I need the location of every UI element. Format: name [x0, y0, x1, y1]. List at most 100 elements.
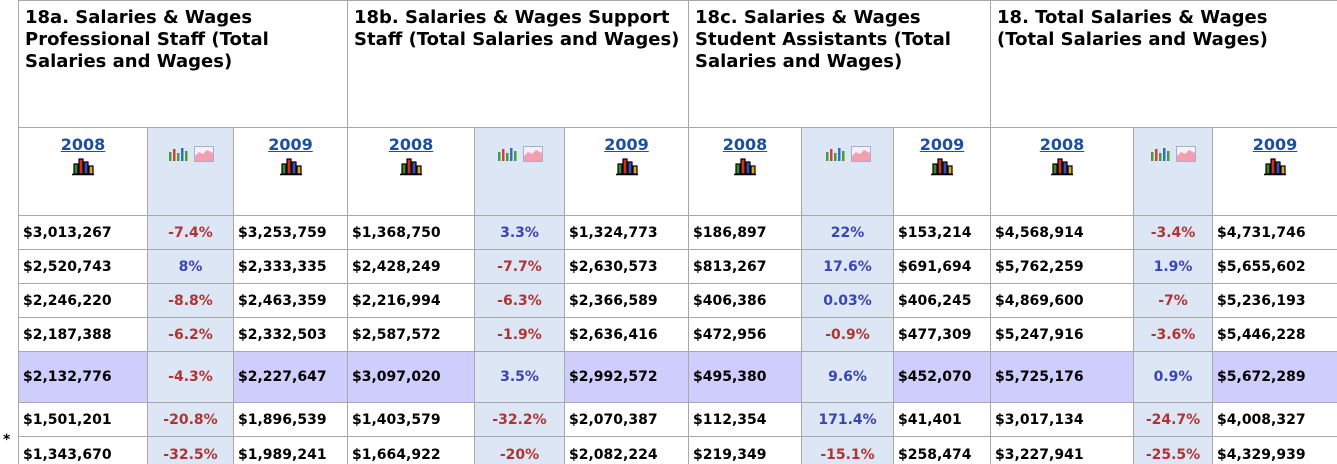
icon-bar [497, 152, 500, 161]
icon-bar [947, 165, 953, 175]
icon-bar [1163, 148, 1166, 161]
group-title: 18. Total Salaries & Wages (Total Salari… [990, 0, 1337, 128]
icon-bar [750, 165, 756, 175]
amount: $2,082,224 [563, 436, 690, 464]
amount: $3,017,134 [990, 402, 1135, 437]
year-row: 2008 2009 2008 2009 2008 2009 2008 2009 [18, 127, 1337, 216]
amount: $1,664,922 [347, 436, 475, 464]
amount: $1,896,539 [233, 402, 348, 437]
icon-bar [825, 152, 829, 161]
icon-bar [509, 148, 512, 161]
percent-change: -0.9% [801, 317, 895, 352]
amount: $1,989,241 [233, 436, 348, 464]
icon-bar [401, 163, 407, 175]
chart-type-area-icon [193, 146, 214, 162]
bar-chart-icon [72, 158, 94, 176]
icon-bar [616, 163, 623, 175]
year-link[interactable]: 2008 [60, 135, 106, 154]
amount: $1,501,201 [18, 402, 148, 437]
icon-bar [833, 153, 837, 161]
amount: $3,097,020 [347, 351, 475, 403]
bar-chart-icon [734, 158, 757, 176]
icon-bar [1265, 163, 1271, 175]
percent-change: 3.5% [474, 351, 565, 403]
year-cell: 2008 [18, 127, 148, 216]
percent-change: -25.5% [1133, 436, 1214, 464]
bar-chart-icon [931, 158, 954, 176]
percent-change: 22% [801, 215, 895, 250]
data-row: $3,013,267 -7.4% $3,253,759 $1,368,750 3.3% $… [18, 215, 1337, 250]
bar-chart-icon [279, 158, 302, 176]
amount: $5,446,228 [1212, 317, 1337, 352]
data-row: $2,132,776 -4.3% $2,227,647 $3,097,020 3.5% $… [18, 351, 1337, 403]
year-link[interactable]: 2009 [268, 135, 313, 154]
icon-bar [176, 153, 179, 161]
icon-bar [740, 158, 746, 175]
percent-change: -7.7% [474, 249, 565, 284]
amount: $2,636,416 [563, 317, 690, 352]
chart-type-cell [147, 127, 234, 216]
year-link[interactable]: 2008 [388, 135, 434, 154]
icon-area [523, 150, 542, 161]
amount: $219,349 [688, 436, 803, 464]
icon-bar [73, 163, 79, 175]
icon-bar [841, 151, 845, 161]
chart-type-bar-icon [168, 148, 187, 161]
amount: $1,324,773 [563, 215, 690, 250]
amount: $5,725,176 [990, 351, 1135, 403]
icon-bar [83, 161, 89, 175]
amount: $258,474 [893, 436, 992, 464]
icon-area [851, 150, 870, 161]
amount: $3,227,941 [990, 436, 1135, 464]
header-row: 18a. Salaries & Wages Professional Staff… [18, 0, 1337, 128]
group-title: 18b. Salaries & Wages Support Staff (Tot… [346, 0, 690, 128]
footnote-marker: * [3, 432, 11, 448]
icon-bar [745, 161, 751, 175]
percent-change: -15.1% [801, 436, 895, 464]
data-row: $1,501,201 -20.8% $1,896,539 $1,403,579 -32.… [18, 402, 1337, 437]
group-title: 18c. Salaries & Wages Student Assistants… [688, 0, 992, 128]
icon-bar [621, 158, 628, 175]
icon-bar [1067, 165, 1073, 175]
year-link[interactable]: 2009 [1252, 135, 1298, 154]
chart-type-bar-icon [497, 148, 516, 161]
year-cell: 2008 [347, 127, 475, 216]
icon-bar [290, 161, 297, 175]
percent-change: -6.2% [147, 317, 234, 352]
amount: $2,992,572 [563, 351, 690, 403]
amount: $5,672,289 [1212, 351, 1337, 403]
chart-type-bar-icon [825, 148, 845, 161]
amount: $2,246,220 [18, 283, 148, 318]
data-row: $2,187,388 -6.2% $2,332,503 $2,587,572 -1.9%… [18, 317, 1337, 352]
year-link[interactable]: 2008 [722, 135, 768, 154]
year-cell: 2008 [688, 127, 803, 216]
amount: $813,267 [688, 249, 803, 284]
amount: $112,354 [688, 402, 803, 437]
amount: $406,245 [893, 283, 992, 318]
icon-bar [1057, 158, 1063, 175]
data-row: $2,520,743 8% $2,333,335 $2,428,249 -7.7% $2,… [18, 249, 1337, 284]
year-cell: 2008 [990, 127, 1135, 216]
icon-bar [829, 149, 833, 161]
amount: $406,386 [688, 283, 803, 318]
amount: $4,869,600 [990, 283, 1135, 318]
year-link[interactable]: 2009 [919, 135, 965, 154]
icon-bar [180, 148, 183, 161]
icon-area [1177, 150, 1196, 161]
percent-change: -24.7% [1133, 402, 1214, 437]
amount: $4,008,327 [1212, 402, 1337, 437]
amount: $2,227,647 [233, 351, 348, 403]
percent-change: 8% [147, 249, 234, 284]
percent-change: 171.4% [801, 402, 895, 437]
year-link[interactable]: 2009 [604, 135, 649, 154]
icon-bar [406, 158, 412, 175]
icon-bar [184, 151, 187, 161]
percent-change: -4.3% [147, 351, 234, 403]
percent-change: 1.9% [1133, 249, 1214, 284]
chart-type-bar-icon [1151, 148, 1170, 161]
year-link[interactable]: 2008 [1039, 135, 1085, 154]
percent-change: -6.3% [474, 283, 565, 318]
icon-bar [513, 151, 516, 161]
icon-bar [937, 158, 943, 175]
amount: $477,309 [893, 317, 992, 352]
